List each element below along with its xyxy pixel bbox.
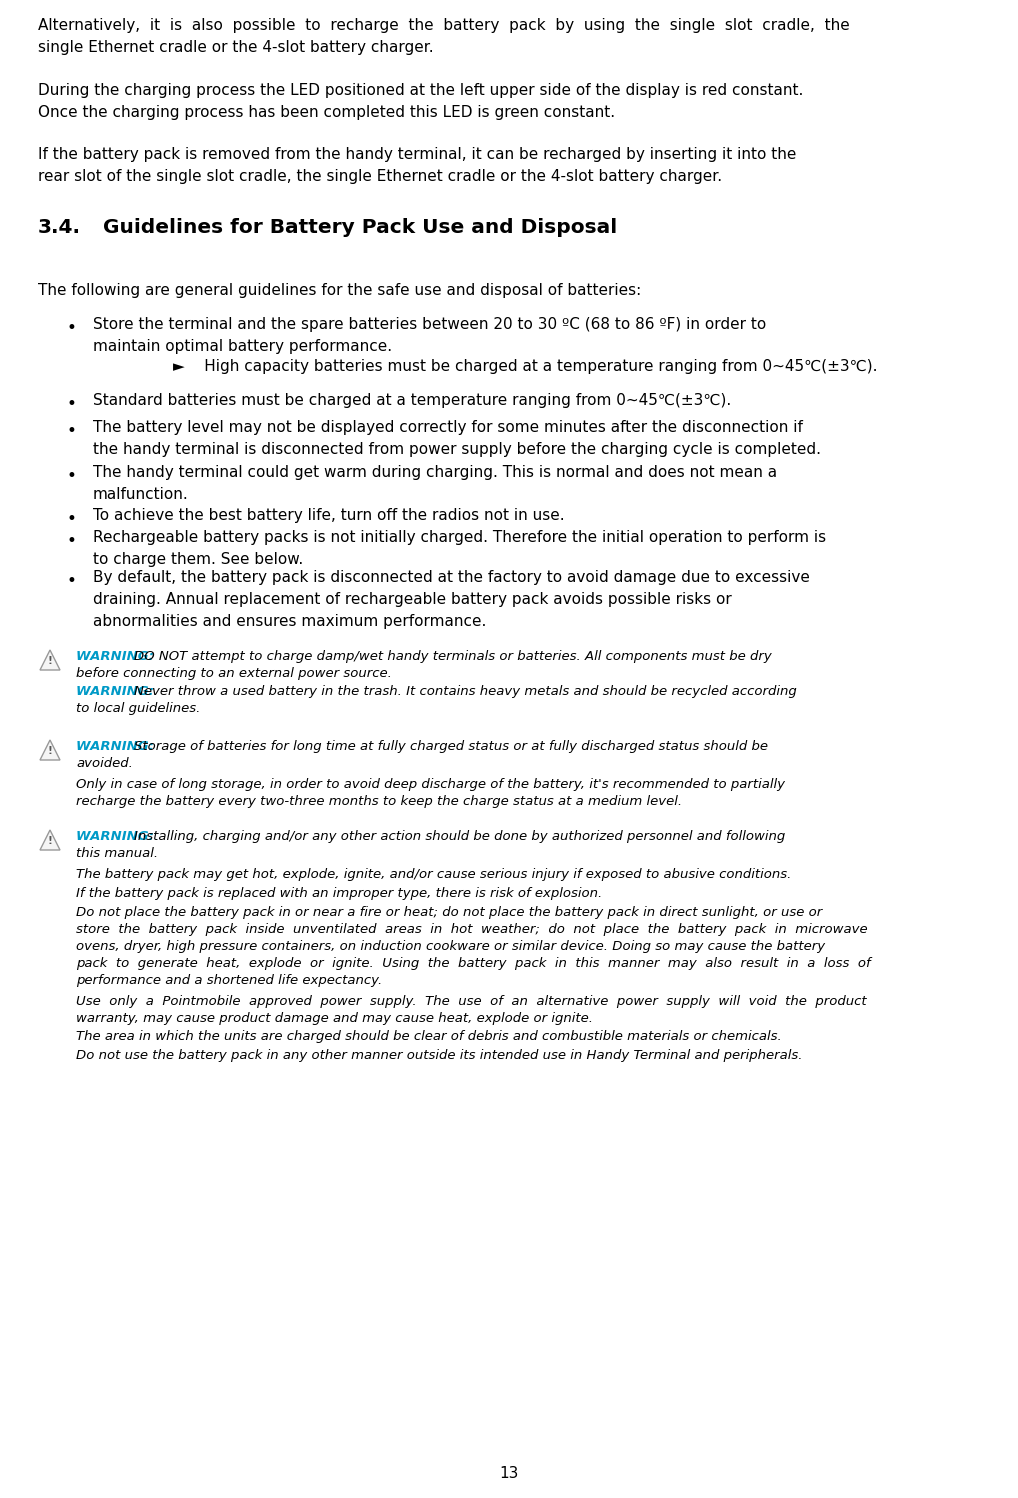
Text: WARNING:: WARNING: <box>76 740 159 753</box>
Text: During the charging process the LED positioned at the left upper side of the dis: During the charging process the LED posi… <box>38 82 803 97</box>
Text: before connecting to an external power source.: before connecting to an external power s… <box>76 667 392 680</box>
Text: WARNING:: WARNING: <box>76 685 159 698</box>
Polygon shape <box>40 650 60 670</box>
Text: 3.4.: 3.4. <box>38 219 81 237</box>
Text: Never throw a used battery in the trash. It contains heavy metals and should be : Never throw a used battery in the trash.… <box>134 685 797 698</box>
Text: to charge them. See below.: to charge them. See below. <box>93 551 303 568</box>
Text: If the battery pack is replaced with an improper type, there is risk of explosio: If the battery pack is replaced with an … <box>76 887 603 900</box>
Text: Use  only  a  Pointmobile  approved  power  supply.  The  use  of  an  alternati: Use only a Pointmobile approved power su… <box>76 995 866 1008</box>
Text: !: ! <box>48 836 53 846</box>
Text: Guidelines for Battery Pack Use and Disposal: Guidelines for Battery Pack Use and Disp… <box>103 219 617 237</box>
Text: 13: 13 <box>499 1467 519 1482</box>
Text: !: ! <box>48 746 53 756</box>
Text: warranty, may cause product damage and may cause heat, explode or ignite.: warranty, may cause product damage and m… <box>76 1013 593 1025</box>
Text: If the battery pack is removed from the handy terminal, it can be recharged by i: If the battery pack is removed from the … <box>38 147 796 162</box>
Text: By default, the battery pack is disconnected at the factory to avoid damage due : By default, the battery pack is disconne… <box>93 571 810 586</box>
Polygon shape <box>40 830 60 849</box>
Text: pack  to  generate  heat,  explode  or  ignite.  Using  the  battery  pack  in  : pack to generate heat, explode or ignite… <box>76 957 870 971</box>
Text: •: • <box>66 572 76 590</box>
Text: The battery level may not be displayed correctly for some minutes after the disc: The battery level may not be displayed c… <box>93 419 803 434</box>
Text: store  the  battery  pack  inside  unventilated  areas  in  hot  weather;  do  n: store the battery pack inside unventilat… <box>76 923 867 936</box>
Text: WARNING:: WARNING: <box>76 650 159 664</box>
Text: the handy terminal is disconnected from power supply before the charging cycle i: the handy terminal is disconnected from … <box>93 442 821 457</box>
Text: single Ethernet cradle or the 4-slot battery charger.: single Ethernet cradle or the 4-slot bat… <box>38 40 434 55</box>
Text: •: • <box>66 319 76 337</box>
Text: Storage of batteries for long time at fully charged status or at fully discharge: Storage of batteries for long time at fu… <box>134 740 768 753</box>
Text: •: • <box>66 395 76 413</box>
Text: Only in case of long storage, in order to avoid deep discharge of the battery, i: Only in case of long storage, in order t… <box>76 777 785 791</box>
Text: draining. Annual replacement of rechargeable battery pack avoids possible risks : draining. Annual replacement of recharge… <box>93 592 732 607</box>
Text: recharge the battery every two-three months to keep the charge status at a mediu: recharge the battery every two-three mon… <box>76 795 682 807</box>
Text: !: ! <box>48 656 53 667</box>
Text: WARNING:: WARNING: <box>76 830 159 843</box>
Text: Rechargeable battery packs is not initially charged. Therefore the initial opera: Rechargeable battery packs is not initia… <box>93 530 827 545</box>
Text: abnormalities and ensures maximum performance.: abnormalities and ensures maximum perfor… <box>93 614 487 629</box>
Text: ►    High capacity batteries must be charged at a temperature ranging from 0~45℃: ► High capacity batteries must be charge… <box>173 360 878 374</box>
Text: To achieve the best battery life, turn off the radios not in use.: To achieve the best battery life, turn o… <box>93 508 565 523</box>
Polygon shape <box>40 740 60 759</box>
Text: performance and a shortened life expectancy.: performance and a shortened life expecta… <box>76 974 382 987</box>
Text: Alternatively,  it  is  also  possible  to  recharge  the  battery  pack  by  us: Alternatively, it is also possible to re… <box>38 18 850 33</box>
Text: •: • <box>66 532 76 550</box>
Text: •: • <box>66 467 76 485</box>
Text: The handy terminal could get warm during charging. This is normal and does not m: The handy terminal could get warm during… <box>93 464 777 479</box>
Text: Store the terminal and the spare batteries between 20 to 30 ºC (68 to 86 ºF) in : Store the terminal and the spare batteri… <box>93 318 767 333</box>
Text: avoided.: avoided. <box>76 756 133 770</box>
Text: Do not place the battery pack in or near a fire or heat; do not place the batter: Do not place the battery pack in or near… <box>76 906 823 918</box>
Text: ovens, dryer, high pressure containers, on induction cookware or similar device.: ovens, dryer, high pressure containers, … <box>76 941 826 953</box>
Text: The battery pack may get hot, explode, ignite, and/or cause serious injury if ex: The battery pack may get hot, explode, i… <box>76 867 791 881</box>
Text: The area in which the units are charged should be clear of debris and combustibl: The area in which the units are charged … <box>76 1031 782 1043</box>
Text: Do not use the battery pack in any other manner outside its intended use in Hand: Do not use the battery pack in any other… <box>76 1049 802 1062</box>
Text: Standard batteries must be charged at a temperature ranging from 0~45℃(±3℃).: Standard batteries must be charged at a … <box>93 392 731 407</box>
Text: Installing, charging and/or any other action should be done by authorized person: Installing, charging and/or any other ac… <box>134 830 785 843</box>
Text: maintain optimal battery performance.: maintain optimal battery performance. <box>93 339 392 354</box>
Text: The following are general guidelines for the safe use and disposal of batteries:: The following are general guidelines for… <box>38 283 641 298</box>
Text: DO NOT attempt to charge damp/wet handy terminals or batteries. All components m: DO NOT attempt to charge damp/wet handy … <box>134 650 772 664</box>
Text: •: • <box>66 509 76 527</box>
Text: Once the charging process has been completed this LED is green constant.: Once the charging process has been compl… <box>38 105 615 120</box>
Text: malfunction.: malfunction. <box>93 487 188 502</box>
Text: this manual.: this manual. <box>76 846 158 860</box>
Text: rear slot of the single slot cradle, the single Ethernet cradle or the 4-slot ba: rear slot of the single slot cradle, the… <box>38 169 722 184</box>
Text: •: • <box>66 422 76 440</box>
Text: to local guidelines.: to local guidelines. <box>76 703 201 715</box>
